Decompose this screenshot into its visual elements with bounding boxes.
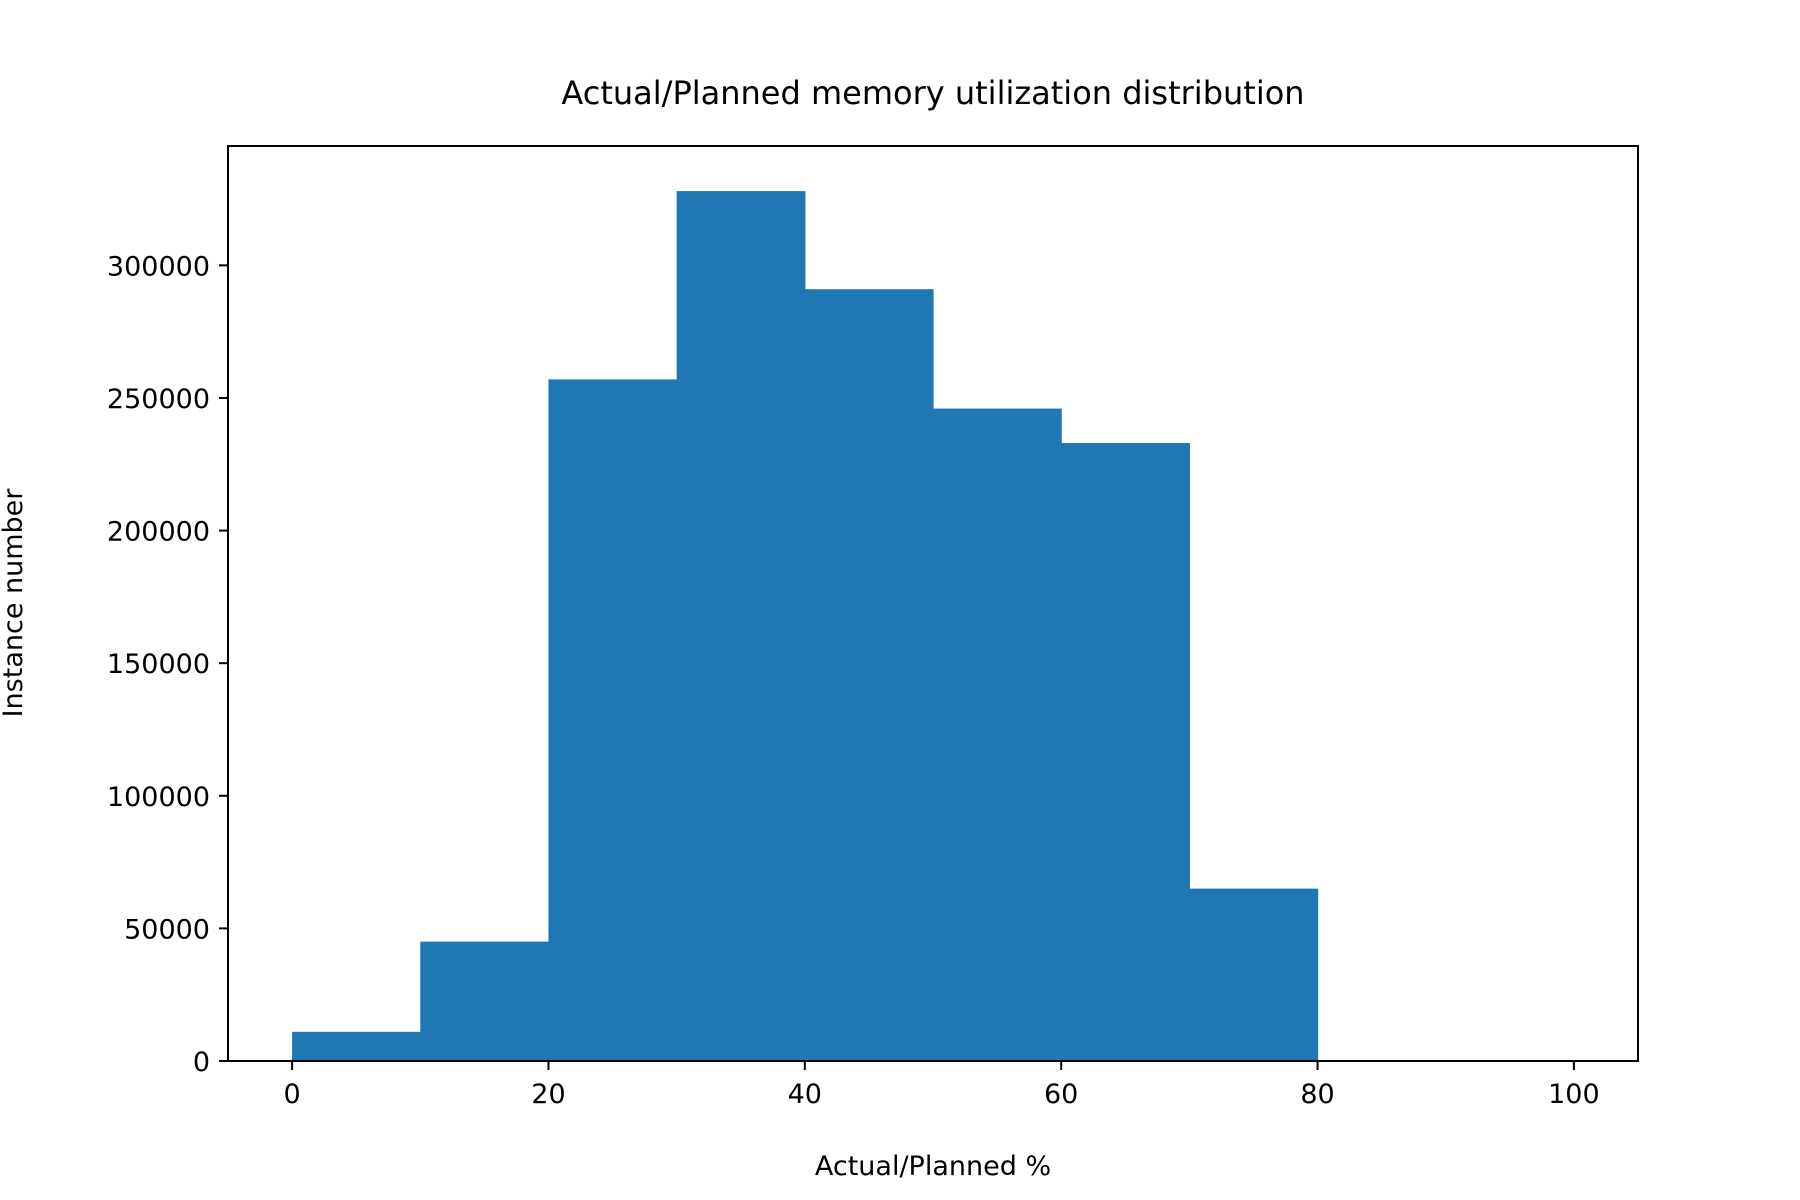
bars-group — [292, 191, 1319, 1062]
x-axis-label: Actual/Planned % — [815, 1151, 1051, 1182]
x-tick-label: 40 — [788, 1079, 822, 1110]
y-ticks-group: 0 50000 100000 150000 200000 250000 300000 — [107, 251, 228, 1078]
x-tick-label: 80 — [1300, 1079, 1334, 1110]
plot-frame — [227, 145, 1639, 1062]
histogram-bar — [933, 408, 1062, 1062]
histogram-bar — [1189, 888, 1319, 1061]
histogram-bar — [676, 191, 806, 1061]
y-tick-label: 200000 — [107, 517, 210, 548]
y-tick-label: 150000 — [107, 649, 210, 680]
histogram-bar — [804, 289, 934, 1061]
x-tick-label: 20 — [531, 1079, 565, 1110]
y-tick-label: 50000 — [124, 914, 210, 945]
y-tick-label: 250000 — [107, 384, 210, 415]
chart-title: Actual/Planned memory utilization distri… — [561, 74, 1304, 112]
x-tick-label: 100 — [1548, 1079, 1600, 1110]
y-axis-label: Instance number — [0, 488, 29, 718]
y-tick-label: 300000 — [107, 251, 210, 282]
histogram-bar — [420, 941, 550, 1061]
histogram-bar — [548, 379, 678, 1061]
x-tick-label: 60 — [1044, 1079, 1078, 1110]
y-tick-label: 0 — [193, 1047, 210, 1078]
x-ticks-group: 0 20 40 60 80 100 — [283, 1061, 1600, 1110]
x-tick-label: 0 — [283, 1079, 300, 1110]
y-tick-label: 100000 — [107, 782, 210, 813]
histogram-bar — [292, 1031, 421, 1061]
histogram-bar — [1061, 443, 1190, 1062]
